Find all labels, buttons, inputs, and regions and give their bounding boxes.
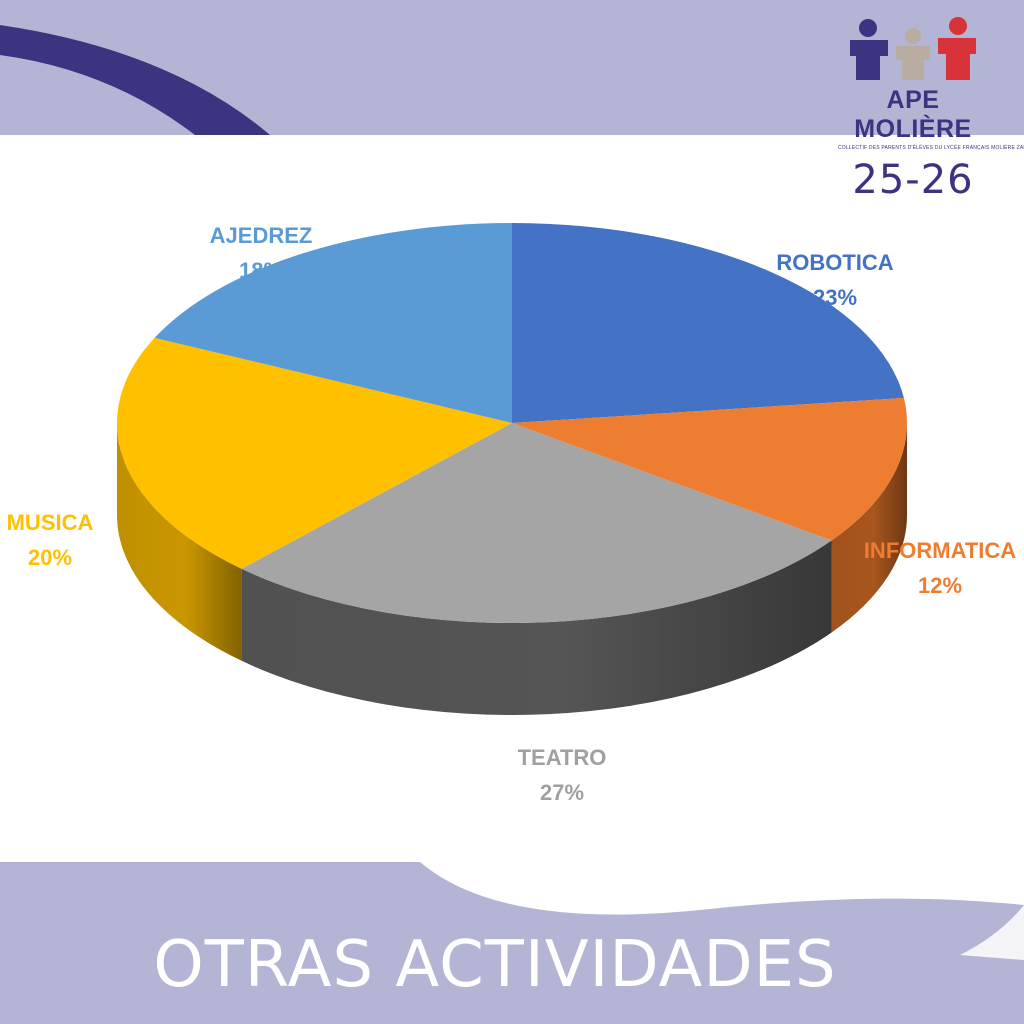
puzzle-people-icon: [850, 17, 976, 80]
pie-slice-ajedrez: [154, 223, 512, 423]
slice-label-teatro: TEATRO: [518, 745, 607, 770]
slice-label-musica: MUSICA: [7, 510, 94, 535]
pie-sides: [117, 423, 908, 715]
slice-label-robotica: ROBOTICA: [776, 250, 893, 275]
slice-value-informatica: 12%: [918, 573, 962, 598]
pie-slice-teatro: [241, 423, 832, 624]
slice-value-ajedrez: 18%: [239, 258, 283, 283]
slice-value-musica: 20%: [28, 545, 72, 570]
slice-label-informatica: INFORMATICA: [864, 538, 1016, 563]
slice-value-robotica: 23%: [813, 285, 857, 310]
footer-wave-highlight: [960, 905, 1024, 960]
pie-side-shade-teatro: [241, 540, 832, 715]
page-title: OTRAS ACTIVIDADES: [153, 928, 837, 1002]
pie-side-shade-informatica: [831, 423, 908, 633]
logo-name: APE MOLIÈRE: [854, 86, 972, 143]
slice-label-ajedrez: AJEDREZ: [210, 223, 313, 248]
ape-moliere-logo: APE MOLIÈRE COLLECTIF DES PARENTS D'ÉLÈV…: [838, 14, 1024, 203]
footer-band: [0, 862, 1024, 1024]
slice-value-teatro: 27%: [540, 780, 584, 805]
pie-labels: ROBOTICA 23% INFORMATICA 12% TEATRO 27% MUSICA…: [7, 223, 1017, 805]
logo-tagline: COLLECTIF DES PARENTS D'ÉLÈVES DU LYCÉE …: [838, 145, 1024, 151]
pie-tops: [117, 223, 907, 624]
pie-slice-informatica: [512, 397, 907, 541]
pie-side-shade-musica: [117, 423, 242, 661]
pie-slice-robotica: [512, 223, 904, 423]
school-year: 25-26: [852, 157, 974, 203]
header-arc: [0, 25, 270, 135]
pie-slice-musica: [117, 337, 513, 569]
